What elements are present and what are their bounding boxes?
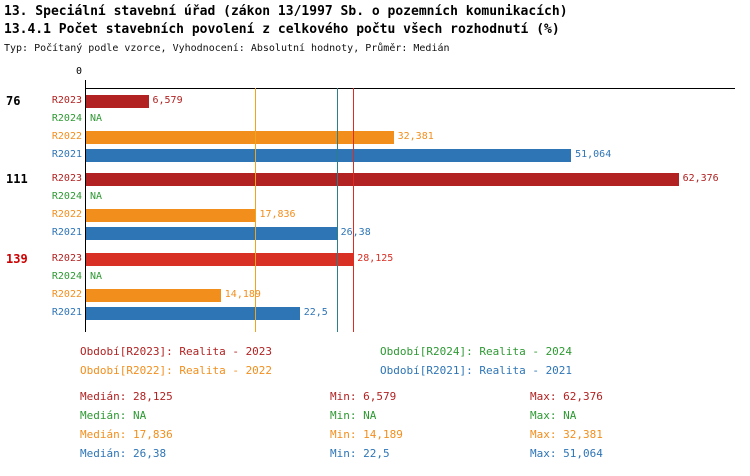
bar-r2021 bbox=[86, 306, 300, 320]
stat-min-r2021: Min: 22,5 bbox=[330, 447, 390, 460]
row-series-label: R2024 bbox=[51, 271, 82, 282]
stat-max-r2022: Max: 32,381 bbox=[530, 428, 603, 441]
stat-min-r2022: Min: 14,189 bbox=[330, 428, 403, 441]
bar-value-label: 51,064 bbox=[575, 149, 612, 160]
row-series-label: R2021 bbox=[51, 227, 82, 238]
bar-row: R2024 NA bbox=[0, 112, 750, 126]
bar-r2023 bbox=[86, 172, 679, 186]
x-axis-zero-label: 0 bbox=[75, 66, 82, 77]
median-line-r2022 bbox=[255, 88, 257, 332]
bar-r2022 bbox=[86, 208, 256, 222]
row-series-label: R2024 bbox=[51, 191, 82, 202]
bar-value-label: NA bbox=[90, 191, 103, 202]
legend-item-r2023: Období[R2023]: Realita - 2023 bbox=[80, 345, 273, 358]
row-series-label: R2022 bbox=[51, 131, 82, 142]
x-axis-tick bbox=[85, 80, 86, 88]
stat-min-r2023: Min: 6,579 bbox=[330, 390, 397, 403]
group-label-76: 76 bbox=[6, 94, 21, 108]
bar-r2022 bbox=[86, 288, 221, 302]
median-line-r2023 bbox=[353, 88, 355, 332]
bar-value-label: NA bbox=[90, 113, 103, 124]
stat-median-r2021: Medián: 26,38 bbox=[80, 447, 167, 460]
bar-row: R2024 NA bbox=[0, 190, 750, 204]
title-line-2: 13.4.1 Počet stavebních povolení z celko… bbox=[4, 22, 560, 37]
bar-r2021 bbox=[86, 148, 572, 162]
row-series-label: R2023 bbox=[51, 253, 82, 264]
stat-min-r2024: Min: NA bbox=[330, 409, 377, 422]
stat-max-r2024: Max: NA bbox=[530, 409, 577, 422]
bar-value-label: 62,376 bbox=[682, 173, 719, 184]
legend-item-r2022: Období[R2022]: Realita - 2022 bbox=[80, 364, 273, 377]
bar-value-label: 6,579 bbox=[152, 95, 183, 106]
bar-row: R2021 51,064 bbox=[0, 148, 750, 162]
bar-row: R2022 17,836 bbox=[0, 208, 750, 222]
group-label-111: 111 bbox=[6, 172, 28, 186]
chart-subtitle: Typ: Počítaný podle vzorce, Vyhodnocení:… bbox=[4, 43, 450, 54]
bar-row: R2022 14,189 bbox=[0, 288, 750, 302]
stat-median-r2024: Medián: NA bbox=[80, 409, 147, 422]
x-axis-line bbox=[85, 88, 735, 89]
bar-row: R2023 28,125 bbox=[0, 252, 750, 266]
median-line-r2021 bbox=[336, 88, 338, 332]
y-axis-line bbox=[85, 88, 86, 332]
bar-value-label: 26,38 bbox=[340, 227, 371, 238]
stat-max-r2021: Max: 51,064 bbox=[530, 447, 603, 460]
bar-row: R2023 62,376 bbox=[0, 172, 750, 186]
legend-item-r2024: Období[R2024]: Realita - 2024 bbox=[380, 345, 573, 358]
bar-value-label: 32,381 bbox=[397, 131, 434, 142]
stat-max-r2023: Max: 62,376 bbox=[530, 390, 603, 403]
bar-row: R2022 32,381 bbox=[0, 130, 750, 144]
title-line-1: 13. Speciální stavební úřad (zákon 13/19… bbox=[4, 4, 568, 19]
bar-row: R2021 22,5 bbox=[0, 306, 750, 320]
stat-median-r2023: Medián: 28,125 bbox=[80, 390, 173, 403]
bar-r2023 bbox=[86, 94, 149, 108]
bar-value-label: NA bbox=[90, 271, 103, 282]
bar-r2021 bbox=[86, 226, 337, 240]
bar-value-label: 28,125 bbox=[357, 253, 394, 264]
row-series-label: R2022 bbox=[51, 209, 82, 220]
bar-value-label: 14,189 bbox=[224, 289, 261, 300]
row-series-label: R2024 bbox=[51, 113, 82, 124]
group-label-139: 139 bbox=[6, 252, 28, 266]
row-series-label: R2023 bbox=[51, 173, 82, 184]
legend-item-r2021: Období[R2021]: Realita - 2021 bbox=[380, 364, 573, 377]
bar-r2022 bbox=[86, 130, 394, 144]
bar-row: R2021 26,38 bbox=[0, 226, 750, 240]
row-series-label: R2021 bbox=[51, 149, 82, 160]
bar-r2023-highlight bbox=[86, 252, 354, 266]
bar-value-label: 17,836 bbox=[259, 209, 296, 220]
bar-row: R2023 6,579 bbox=[0, 94, 750, 108]
row-series-label: R2022 bbox=[51, 289, 82, 300]
bar-value-label: 22,5 bbox=[303, 307, 328, 318]
row-series-label: R2021 bbox=[51, 307, 82, 318]
row-series-label: R2023 bbox=[51, 95, 82, 106]
stat-median-r2022: Medián: 17,836 bbox=[80, 428, 173, 441]
bar-row: R2024 NA bbox=[0, 270, 750, 284]
